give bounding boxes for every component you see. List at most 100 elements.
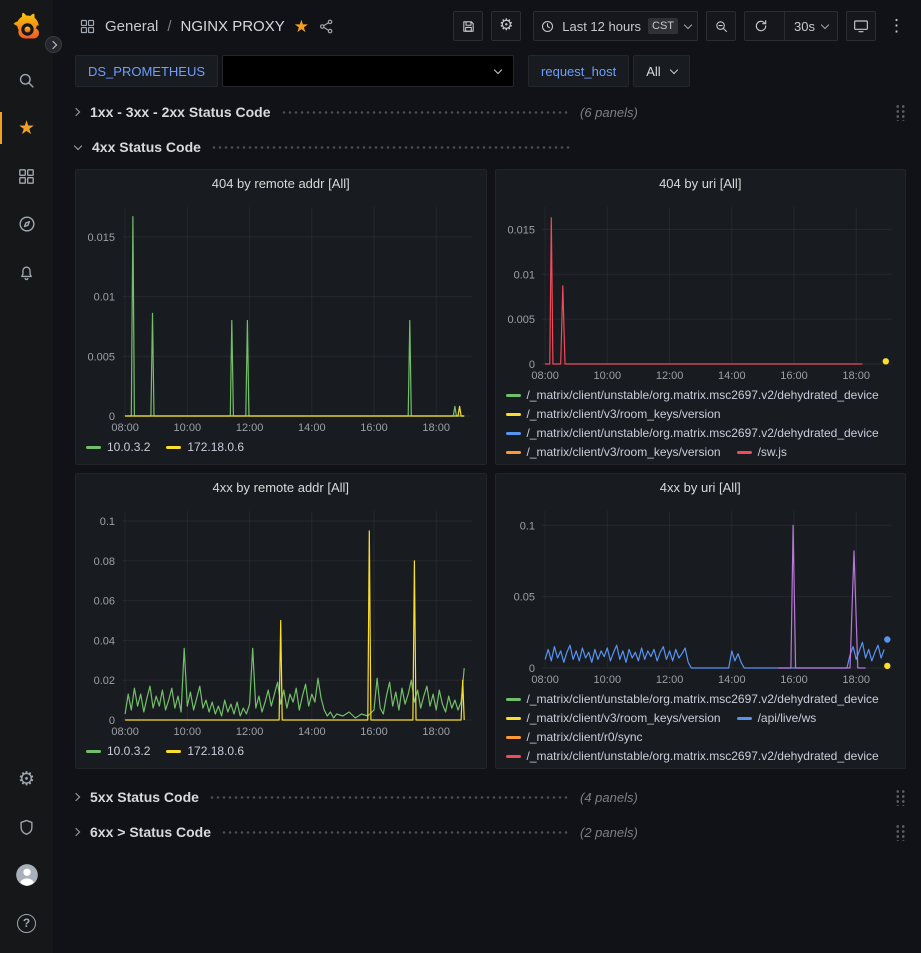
time-range-picker[interactable]: Last 12 hours CST: [533, 11, 699, 41]
grafana-logo[interactable]: [10, 10, 44, 44]
more-options-button[interactable]: ⋮: [884, 16, 909, 36]
sidebar-expand-button[interactable]: [45, 36, 62, 53]
sidebar-item-server-admin[interactable]: [0, 803, 53, 851]
sidebar-item-search[interactable]: [0, 56, 53, 104]
legend-series-swatch: [505, 755, 521, 758]
panel-title[interactable]: 404 by uri [All]: [659, 176, 742, 191]
row-collapse-toggle[interactable]: 6xx > Status Code: [71, 824, 580, 840]
dashboard-title[interactable]: NGINX PROXY: [180, 17, 285, 35]
row-dotted-leader: [221, 829, 570, 835]
panel-legend: 10.0.3.2 172.18.0.6: [76, 740, 486, 768]
svg-text:0.1: 0.1: [100, 516, 115, 528]
panel-title[interactable]: 4xx by uri [All]: [659, 480, 741, 495]
dashboard-settings-button[interactable]: ⚙: [491, 11, 522, 41]
topbar-actions: ⚙ Last 12 hours CST: [453, 11, 909, 41]
sidebar: ★ ⚙: [0, 0, 53, 953]
timeseries-chart[interactable]: 0 0.02 0.04 0.06 0.08 0.1 08:00 10:00 12:00 14:00…: [76, 501, 486, 740]
legend-item[interactable]: /_matrix/client/unstable/org.matrix.msc2…: [505, 386, 879, 405]
legend-series-swatch: [736, 717, 752, 720]
datasource-variable-label[interactable]: DS_PROMETHEUS: [75, 55, 219, 87]
legend-item[interactable]: 172.18.0.6: [166, 438, 244, 457]
row-drag-handle[interactable]: [895, 823, 906, 841]
legend-series-swatch: [166, 446, 182, 449]
svg-text:0.1: 0.1: [519, 520, 534, 532]
sidebar-item-dashboards[interactable]: [0, 152, 53, 200]
breadcrumb-folder[interactable]: General: [105, 17, 159, 35]
svg-text:0: 0: [528, 663, 534, 675]
legend-item[interactable]: 172.18.0.6: [166, 742, 244, 761]
request-host-variable-label[interactable]: request_host: [528, 55, 630, 87]
legend-item[interactable]: /_matrix/client/unstable/org.matrix.msc2…: [505, 747, 879, 766]
legend-item[interactable]: 10.0.3.2: [86, 742, 150, 761]
zoom-out-time-button[interactable]: [706, 11, 737, 41]
panel-legend: /_matrix/client/unstable/org.matrix.msc2…: [496, 384, 906, 464]
svg-text:16:00: 16:00: [360, 422, 388, 434]
sidebar-item-starred[interactable]: ★: [0, 104, 53, 152]
save-dashboard-button[interactable]: [453, 11, 484, 41]
star-icon: ★: [17, 117, 36, 139]
row-drag-handle[interactable]: [895, 103, 906, 121]
row-header-1xx-3xx-2xx: 1xx - 3xx - 2xx Status Code (6 panels): [71, 99, 906, 125]
chevron-down-icon: [683, 20, 693, 29]
timeseries-chart[interactable]: 0 0.05 0.1 08:00 10:00 12:00 14:00 16:00 18:00: [496, 501, 906, 688]
panel-title[interactable]: 404 by remote addr [All]: [211, 176, 350, 191]
datasource-variable-select[interactable]: [222, 55, 515, 87]
svg-text:18:00: 18:00: [422, 726, 450, 738]
breadcrumb-separator: /: [167, 17, 172, 35]
variables-toolbar: DS_PROMETHEUS request_host All: [53, 52, 921, 97]
legend-item[interactable]: /_matrix/client/v3/room_keys/version: [505, 709, 721, 728]
legend-item[interactable]: /_matrix/client/unstable/org.matrix.msc2…: [505, 690, 879, 709]
panel-grid: 404 by remote addr [All] 0 0.005 0.01 0.015…: [75, 169, 906, 769]
row-collapse-toggle[interactable]: 1xx - 3xx - 2xx Status Code: [71, 104, 580, 120]
legend-item[interactable]: 10.0.3.2: [86, 438, 150, 457]
legend-series-swatch: [505, 736, 521, 739]
timeseries-chart[interactable]: 0 0.005 0.01 0.015 08:00 10:00 12:00 14:00 16:00…: [496, 197, 906, 384]
row-panel-count: (6 panels): [580, 104, 638, 120]
svg-text:10:00: 10:00: [174, 422, 202, 434]
help-icon: ?: [17, 913, 36, 933]
svg-text:0.02: 0.02: [94, 675, 115, 687]
svg-text:0.005: 0.005: [87, 351, 115, 363]
dashboard-topbar: General / NGINX PROXY ★ ⚙: [53, 0, 921, 52]
chevron-right-icon: [71, 107, 81, 117]
row-drag-handle[interactable]: [895, 788, 906, 806]
row-header-4xx: 4xx Status Code: [73, 134, 906, 160]
legend-item[interactable]: /_matrix/client/unstable/org.matrix.msc2…: [505, 424, 879, 443]
panel-title[interactable]: 4xx by remote addr [All]: [212, 480, 350, 495]
legend-item[interactable]: /sw.js: [736, 443, 787, 462]
chevron-down-icon: [669, 65, 678, 74]
sidebar-item-help[interactable]: ?: [0, 899, 53, 947]
legend-item[interactable]: /api/live/ws: [736, 709, 816, 728]
legend-item[interactable]: /_matrix/client/r0/sync: [505, 728, 643, 747]
sidebar-item-explore[interactable]: [0, 200, 53, 248]
row-title: 4xx Status Code: [92, 139, 201, 155]
row-collapse-toggle[interactable]: 5xx Status Code: [71, 789, 580, 805]
zoom-out-icon: [715, 20, 727, 32]
refresh-interval-dropdown[interactable]: 30s: [784, 12, 837, 40]
svg-text:14:00: 14:00: [298, 726, 326, 738]
timeseries-chart[interactable]: 0 0.005 0.01 0.015 08:00 10:00 12:00 14:00 16:00…: [76, 197, 486, 436]
share-button[interactable]: [318, 18, 335, 35]
gear-icon: ⚙: [17, 768, 36, 790]
sidebar-item-alerting[interactable]: [0, 248, 53, 296]
request-host-variable-value: All: [646, 63, 661, 79]
sidebar-item-profile[interactable]: [0, 851, 53, 899]
favorite-star-icon[interactable]: ★: [293, 16, 309, 36]
user-avatar: [15, 864, 38, 886]
svg-text:0: 0: [109, 715, 115, 727]
chevron-down-icon: [820, 20, 830, 29]
row-title: 6xx > Status Code: [90, 824, 211, 840]
refresh-button[interactable]: [745, 12, 777, 40]
panel-4xx-by-remote-addr: 4xx by remote addr [All] 0 0.02 0.04 0.06 0.…: [75, 473, 487, 769]
legend-item[interactable]: /_matrix/client/v3/room_keys/version: [505, 405, 721, 424]
legend-item[interactable]: /_matrix/client/v3/room_keys/version: [505, 443, 721, 462]
panel-legend: /_matrix/client/unstable/org.matrix.msc2…: [496, 688, 906, 768]
sidebar-item-configuration[interactable]: ⚙: [0, 755, 53, 803]
row-collapse-toggle[interactable]: 4xx Status Code: [73, 139, 580, 155]
clock-icon: [542, 20, 554, 32]
tv-mode-button[interactable]: [846, 11, 876, 41]
legend-series-swatch: [505, 394, 521, 397]
refresh-interval-value: 30s: [794, 18, 815, 34]
svg-text:0.01: 0.01: [94, 292, 115, 304]
request-host-variable-select[interactable]: All: [633, 55, 690, 87]
